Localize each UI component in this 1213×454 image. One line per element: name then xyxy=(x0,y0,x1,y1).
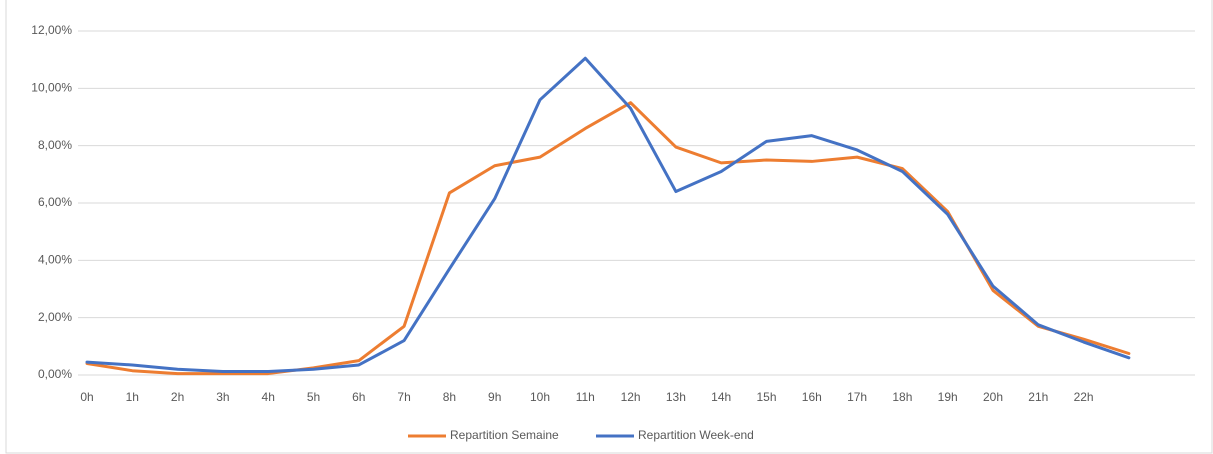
series-line xyxy=(85,101,1131,376)
x-tick-label: 6h xyxy=(352,390,365,404)
series-line xyxy=(85,56,1131,374)
x-tick-label: 10h xyxy=(530,390,550,404)
x-tick-label: 19h xyxy=(938,390,958,404)
x-tick-label: 8h xyxy=(443,390,456,404)
x-tick-label: 3h xyxy=(216,390,229,404)
x-tick-label: 12h xyxy=(621,390,641,404)
x-tick-label: 18h xyxy=(892,390,912,404)
y-tick-label: 6,00% xyxy=(38,195,72,209)
x-tick-label: 11h xyxy=(576,390,595,404)
y-tick-label: 12,00% xyxy=(31,23,72,37)
x-tick-label: 13h xyxy=(666,390,686,404)
x-tick-label: 16h xyxy=(802,390,822,404)
x-tick-label: 9h xyxy=(488,390,501,404)
x-tick-label: 14h xyxy=(711,390,731,404)
x-tick-label: 22h xyxy=(1074,390,1094,404)
y-tick-label: 10,00% xyxy=(31,81,72,95)
x-tick-label: 17h xyxy=(847,390,867,404)
y-tick-label: 0,00% xyxy=(38,367,72,381)
chart-frame xyxy=(5,0,1213,454)
legend-label: Repartition Week-end xyxy=(638,428,754,442)
y-tick-label: 8,00% xyxy=(38,138,72,152)
x-tick-label: 2h xyxy=(171,390,184,404)
x-tick-label: 21h xyxy=(1028,390,1048,404)
y-tick-label: 2,00% xyxy=(38,310,72,324)
x-tick-label: 4h xyxy=(262,390,275,404)
y-tick-label: 4,00% xyxy=(38,253,72,267)
x-tick-label: 20h xyxy=(983,390,1003,404)
legend-label: Repartition Semaine xyxy=(450,428,559,442)
x-tick-label: 0h xyxy=(80,390,93,404)
x-tick-label: 7h xyxy=(397,390,410,404)
x-tick-label: 1h xyxy=(126,390,139,404)
x-tick-label: 5h xyxy=(307,390,320,404)
x-tick-label: 15h xyxy=(756,390,776,404)
